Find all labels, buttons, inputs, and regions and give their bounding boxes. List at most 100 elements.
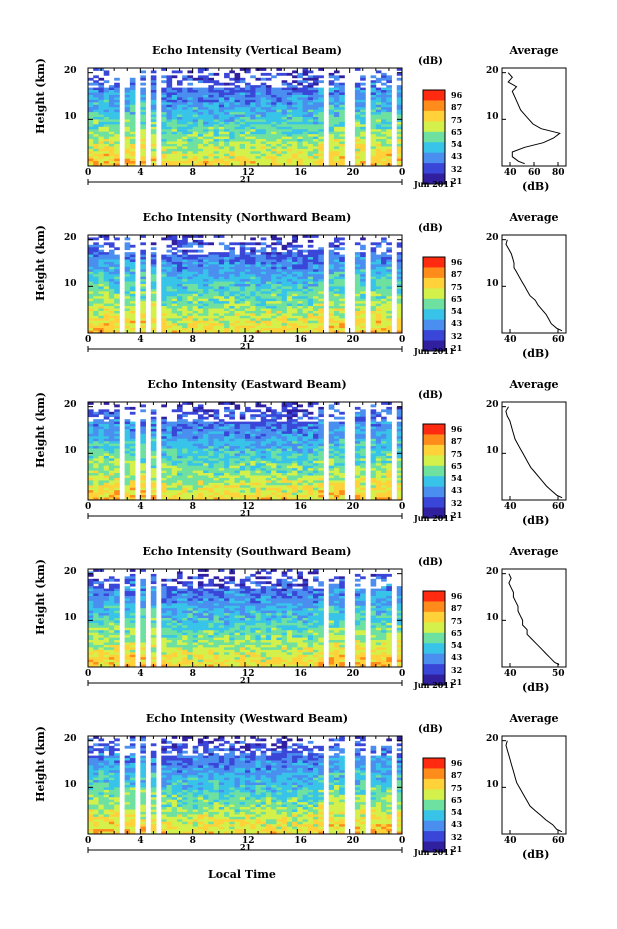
heatmap-cell [370,465,377,469]
heatmap-cell [328,431,335,435]
heatmap-cell [281,153,288,157]
heatmap-cell [386,92,392,96]
heatmap-cell [245,431,251,435]
heatmap-cell [381,90,387,93]
heatmap-cell [265,298,272,302]
heatmap-cell [297,82,303,86]
heatmap-cell [166,446,173,449]
heatmap-cell [313,94,319,98]
heatmap-cell [313,274,319,278]
heatmap-cell [354,315,361,319]
heatmap-cell [265,77,272,81]
heatmap-cell [354,411,361,415]
heatmap-cell [307,411,314,415]
heatmap-cell [307,161,314,164]
heatmap-cell [333,416,340,420]
heatmap-cell [224,460,230,464]
heatmap-cell [281,288,288,292]
heatmap-cell [302,271,309,275]
heatmap-cell [297,301,303,304]
heatmap-cell [218,264,225,268]
heatmap-cell [229,266,235,270]
heatmap-cell [370,136,377,140]
heatmap-cell [265,426,272,430]
heatmap-cell [213,453,220,457]
heatmap-cell [192,431,199,435]
heatmap-cell [370,269,377,273]
heatmap-cell [307,136,314,140]
heatmap-cell [197,448,204,452]
heatmap-cell [187,428,194,432]
heatmap-cell [370,426,377,430]
heatmap-cell [234,242,241,246]
heatmap-cell [108,148,115,152]
heatmap-cell [150,409,157,413]
heatmap-cell [250,320,256,324]
heatmap-cell [360,308,366,312]
heatmap-cell [328,451,335,454]
heatmap-cell [375,315,382,319]
heatmap-cell [197,104,204,108]
heatmap-cell [161,463,167,467]
heatmap-cell [229,257,235,260]
heatmap-cell [98,468,105,471]
heatmap-cell [93,242,99,246]
heatmap-cell [239,161,246,164]
heatmap-cell [108,242,115,246]
heatmap-cell [339,313,345,317]
heatmap-cell [192,99,199,103]
heatmap-cell [176,436,183,440]
heatmap-cell [313,453,319,457]
heatmap-cell [375,458,382,462]
heatmap-cell [213,94,220,98]
heatmap-cell [370,288,377,292]
heatmap-cell [124,264,131,268]
heatmap-cell [360,94,366,98]
heatmap-cell [292,90,298,93]
heatmap-cell [255,119,262,123]
heatmap-cell [381,156,387,160]
heatmap-cell [171,328,178,331]
heatmap-cell [124,313,131,317]
heatmap-cell [281,92,288,96]
heatmap-cell [93,421,99,425]
heatmap-cell [224,156,230,160]
heatmap-cell [328,320,335,324]
heatmap-cell [182,156,188,160]
heatmap-cell [93,419,99,422]
heatmap-cell [98,431,105,435]
heatmap-cell [339,94,345,98]
panel-title: Echo Intensity (Eastward Beam) [147,378,347,391]
heatmap-cell [218,293,225,297]
heatmap-cell [98,328,105,331]
heatmap-cell [124,431,131,435]
heatmap-cell [140,131,146,135]
heatmap-cell [318,310,324,314]
heatmap-cell [396,112,403,115]
heatmap-cell [229,269,235,273]
heatmap-cell [386,293,392,297]
heatmap-cell [245,257,251,260]
heatmap-cell [171,126,178,130]
heatmap-cell [313,269,319,273]
heatmap-cell [286,139,293,142]
heatmap-cell [339,308,345,312]
heatmap-cell [375,465,382,469]
heatmap-cell [318,156,324,160]
heatmap-cell [386,320,392,324]
heatmap-cell [375,308,382,312]
heatmap-cell [260,455,267,459]
heatmap-cell [297,129,303,133]
heatmap-cell [140,235,146,238]
heatmap-cell [260,443,267,447]
heatmap-cell [281,441,288,445]
heatmap-cell [354,288,361,292]
heatmap-cell [108,431,115,435]
heatmap-cell [307,99,314,103]
average-line [507,72,561,165]
heatmap-cell [124,141,131,145]
heatmap-cell [255,409,262,413]
heatmap-cell [108,436,115,440]
heatmap-cell [129,77,136,81]
heatmap-cell [229,143,235,147]
